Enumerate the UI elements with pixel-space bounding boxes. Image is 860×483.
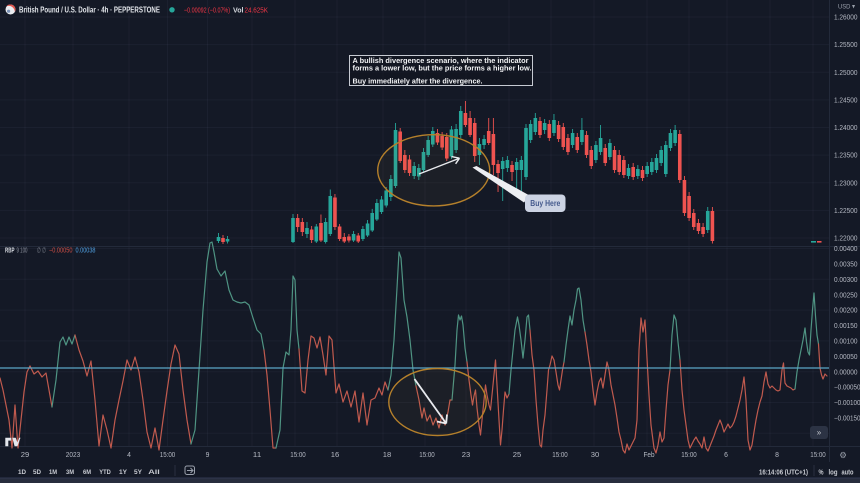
svg-text:0.00300: 0.00300 [834, 277, 858, 284]
svg-text:5D: 5D [33, 469, 41, 476]
svg-text:%: % [819, 469, 825, 476]
svg-text:0.00250: 0.00250 [834, 292, 858, 299]
svg-text:1.25000: 1.25000 [834, 70, 858, 77]
svg-text:Vol: Vol [233, 5, 244, 14]
svg-text:Feb: Feb [644, 452, 655, 459]
svg-text:15:00: 15:00 [681, 452, 697, 459]
svg-text:1.25500: 1.25500 [834, 42, 858, 49]
svg-text:−0.00100: −0.00100 [834, 400, 860, 407]
svg-text:29: 29 [21, 452, 30, 459]
svg-text:1M: 1M [49, 469, 57, 476]
svg-text:auto: auto [842, 469, 854, 476]
svg-text:6M: 6M [83, 469, 91, 476]
svg-text:0.00350: 0.00350 [834, 262, 858, 269]
svg-text:−0.00050: −0.00050 [49, 246, 73, 255]
svg-text:1Y: 1Y [119, 469, 128, 476]
svg-text:8: 8 [775, 452, 779, 459]
svg-text:0.00200: 0.00200 [834, 308, 858, 315]
svg-text:⚙: ⚙ [839, 450, 847, 460]
svg-text:0.00150: 0.00150 [834, 323, 858, 330]
svg-text:18: 18 [383, 452, 392, 459]
svg-text:11: 11 [253, 452, 262, 459]
svg-text:USD ▾: USD ▾ [838, 4, 856, 11]
svg-text:1D: 1D [18, 469, 26, 476]
svg-text:log: log [829, 469, 838, 476]
svg-text:9 100: 9 100 [17, 246, 28, 255]
svg-text:0.00000: 0.00000 [834, 369, 858, 376]
svg-text:1.24000: 1.24000 [834, 125, 858, 132]
svg-text:3M: 3M [66, 469, 74, 476]
svg-text:1.26000: 1.26000 [834, 15, 858, 22]
svg-text:0.00038: 0.00038 [76, 246, 96, 255]
svg-text:5Y: 5Y [134, 469, 143, 476]
svg-text:25: 25 [513, 452, 522, 459]
svg-text:∅ ∅: ∅ ∅ [37, 246, 46, 255]
svg-text:All: All [148, 469, 160, 476]
svg-text:1.24500: 1.24500 [834, 98, 858, 105]
svg-text:Buy immediately after the dive: Buy immediately after the divergence. [353, 77, 483, 86]
svg-text:YTD: YTD [99, 469, 111, 476]
svg-text:−0.00150: −0.00150 [834, 416, 860, 423]
svg-text:23: 23 [462, 452, 471, 459]
svg-text:0.00400: 0.00400 [834, 246, 858, 253]
svg-text:RBP: RBP [5, 246, 15, 255]
svg-text:15:00: 15:00 [419, 452, 435, 459]
svg-text:Buy Here: Buy Here [530, 199, 560, 208]
svg-text:16:14:06 (UTC+1): 16:14:06 (UTC+1) [759, 469, 808, 476]
svg-text:forms a lower low, but the pri: forms a lower low, but the price forms a… [353, 64, 532, 73]
svg-text:0.00050: 0.00050 [834, 354, 858, 361]
svg-text:−0.00050: −0.00050 [834, 385, 860, 392]
svg-text:1.22500: 1.22500 [834, 208, 858, 215]
svg-text:4: 4 [127, 452, 131, 459]
svg-text:1.23000: 1.23000 [834, 180, 858, 187]
svg-text:30: 30 [591, 452, 600, 459]
svg-text:9: 9 [206, 452, 210, 459]
svg-text:24.625K: 24.625K [245, 5, 269, 14]
svg-text:2023: 2023 [66, 452, 81, 459]
svg-text:15:00: 15:00 [810, 452, 826, 459]
svg-text:6: 6 [724, 452, 728, 459]
svg-text:1.23500: 1.23500 [834, 153, 858, 160]
svg-text:15:00: 15:00 [160, 452, 176, 459]
svg-text:A bullish divergence scenario,: A bullish divergence scenario, where the… [353, 56, 529, 65]
svg-text:15:00: 15:00 [290, 452, 306, 459]
svg-text:16: 16 [331, 452, 340, 459]
svg-text:0.00100: 0.00100 [834, 339, 858, 346]
svg-text:15:00: 15:00 [552, 452, 568, 459]
svg-text:−0.00092 (−0.07%): −0.00092 (−0.07%) [184, 5, 230, 14]
svg-text:»: » [817, 428, 822, 437]
svg-text:British Pound / U.S. Dollar ·: British Pound / U.S. Dollar · 4h · PEPPE… [19, 5, 160, 15]
svg-text:1.22000: 1.22000 [834, 236, 858, 243]
